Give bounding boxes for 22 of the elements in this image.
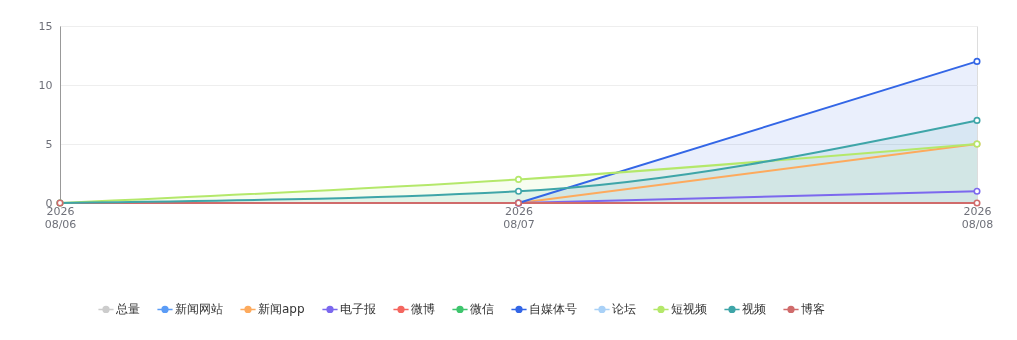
- legend-label: 博客: [801, 302, 825, 317]
- y-tick-label: 10: [38, 78, 53, 92]
- point: [973, 57, 981, 65]
- x-tick-label: 2026 08/08: [961, 204, 994, 231]
- legend-label: 新闻app: [258, 302, 305, 317]
- legend-label: 短视频: [671, 302, 707, 317]
- legend-label: 论坛: [612, 302, 636, 317]
- point: [973, 199, 981, 207]
- legend-label: 电子报: [340, 302, 376, 317]
- legend-label: 新闻网站: [175, 302, 223, 317]
- point: [973, 187, 981, 195]
- point: [973, 116, 981, 124]
- legend-label: 视频: [742, 302, 766, 317]
- legend-label: 微博: [411, 302, 435, 317]
- point: [514, 187, 523, 195]
- x-tick-label: 2026 08/07: [503, 204, 535, 231]
- legend-label: 总量: [115, 302, 140, 317]
- legend-label: 自媒体号: [529, 302, 577, 317]
- y-tick-label: 15: [38, 19, 53, 33]
- legend-label: 微信: [470, 302, 494, 317]
- y-tick-label: 5: [45, 137, 53, 151]
- point: [514, 175, 523, 183]
